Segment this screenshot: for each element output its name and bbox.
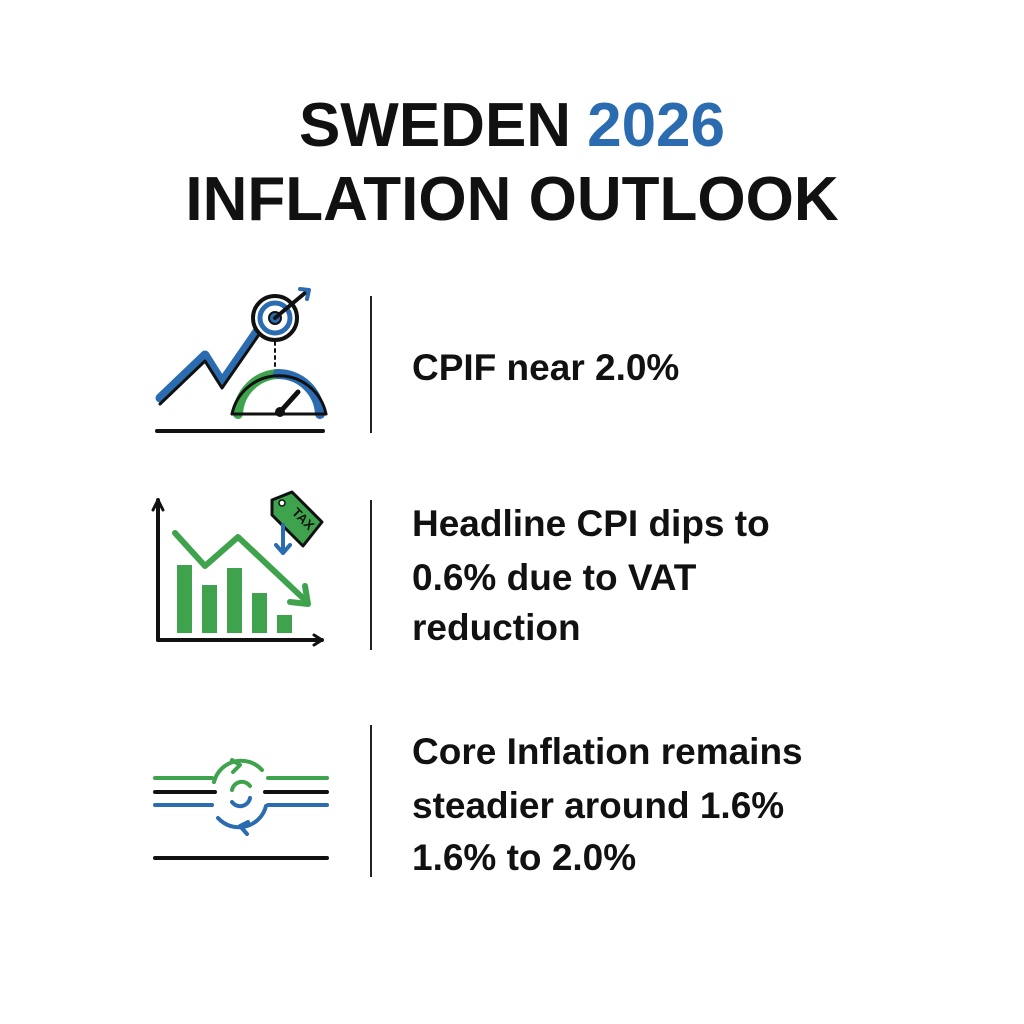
title-line-1: SWEDEN 2026 bbox=[299, 91, 725, 160]
item-text: 1.6% to 2.0% bbox=[412, 837, 636, 878]
item-text: 0.6% due to VAT bbox=[412, 557, 697, 598]
icon-steady-lines bbox=[153, 758, 329, 860]
item-text: reduction bbox=[412, 607, 581, 648]
title-line-2: INFLATION OUTLOOK bbox=[185, 165, 838, 234]
title-word: SWEDEN bbox=[299, 91, 571, 160]
icon-target-gauge bbox=[155, 287, 328, 433]
title-year: 2026 bbox=[587, 91, 725, 160]
item-text: Core Inflation remains bbox=[412, 731, 803, 772]
item-text: Headline CPI dips to bbox=[412, 503, 770, 544]
item-text: CPIF near 2.0% bbox=[412, 347, 679, 388]
item-text: steadier around 1.6% bbox=[412, 785, 784, 826]
icon-falling-bars bbox=[151, 490, 324, 647]
